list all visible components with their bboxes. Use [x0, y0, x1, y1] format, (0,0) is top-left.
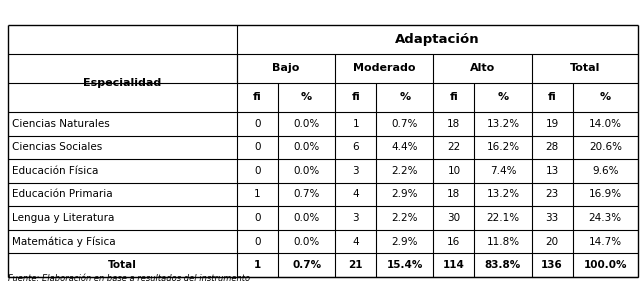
Text: 15.4%: 15.4%: [386, 260, 423, 270]
Text: 16: 16: [448, 237, 460, 247]
Text: 24.3%: 24.3%: [589, 213, 622, 223]
Text: 0: 0: [254, 213, 261, 223]
Text: 19: 19: [545, 119, 559, 129]
Text: 22.1%: 22.1%: [486, 213, 520, 223]
Text: 0.0%: 0.0%: [294, 119, 320, 129]
Text: 10: 10: [448, 166, 460, 176]
Text: 11.8%: 11.8%: [486, 237, 520, 247]
Text: Matemática y Física: Matemática y Física: [12, 236, 116, 247]
Text: 18: 18: [448, 189, 460, 200]
Text: 1: 1: [352, 119, 359, 129]
Text: 0.7%: 0.7%: [392, 119, 418, 129]
Text: %: %: [399, 92, 410, 102]
Text: 28: 28: [545, 142, 559, 152]
Text: Alto: Alto: [470, 64, 495, 73]
Text: 2.2%: 2.2%: [392, 213, 418, 223]
Text: fi: fi: [253, 92, 262, 102]
Text: 4.4%: 4.4%: [392, 142, 418, 152]
Text: 100.0%: 100.0%: [583, 260, 627, 270]
Text: 13: 13: [545, 166, 559, 176]
Text: 1: 1: [254, 189, 261, 200]
Text: 0.0%: 0.0%: [294, 142, 320, 152]
Text: Total: Total: [108, 260, 137, 270]
Text: Lengua y Literatura: Lengua y Literatura: [12, 213, 115, 223]
Text: 136: 136: [541, 260, 563, 270]
Text: %: %: [600, 92, 611, 102]
Text: 2.9%: 2.9%: [392, 189, 418, 200]
Text: 1: 1: [254, 260, 261, 270]
Text: %: %: [497, 92, 509, 102]
Text: 3: 3: [352, 166, 359, 176]
Text: 83.8%: 83.8%: [485, 260, 521, 270]
Text: 33: 33: [545, 213, 559, 223]
Text: 16.2%: 16.2%: [486, 142, 520, 152]
Text: 0.0%: 0.0%: [294, 213, 320, 223]
Text: 20.6%: 20.6%: [589, 142, 621, 152]
Text: 0: 0: [254, 119, 261, 129]
Text: Educación Primaria: Educación Primaria: [12, 189, 113, 200]
Text: 0: 0: [254, 142, 261, 152]
Text: Especialidad: Especialidad: [84, 78, 162, 88]
Text: Ciencias Naturales: Ciencias Naturales: [12, 119, 109, 129]
Text: %: %: [301, 92, 312, 102]
Text: 9.6%: 9.6%: [592, 166, 618, 176]
Text: 2.2%: 2.2%: [392, 166, 418, 176]
Text: 4: 4: [352, 237, 359, 247]
Text: 0.0%: 0.0%: [294, 166, 320, 176]
Text: Fuente: Elaboración en base a resultados del instrumento: Fuente: Elaboración en base a resultados…: [8, 274, 250, 283]
Text: Total: Total: [570, 64, 600, 73]
Text: 23: 23: [545, 189, 559, 200]
Text: Adaptación: Adaptación: [395, 33, 480, 46]
Text: 0: 0: [254, 166, 261, 176]
Text: 7.4%: 7.4%: [489, 166, 516, 176]
Text: 13.2%: 13.2%: [486, 119, 520, 129]
Text: 4: 4: [352, 189, 359, 200]
Text: 21: 21: [348, 260, 363, 270]
Text: Ciencias Sociales: Ciencias Sociales: [12, 142, 102, 152]
Text: 30: 30: [448, 213, 460, 223]
Text: 18: 18: [448, 119, 460, 129]
Text: 0.7%: 0.7%: [292, 260, 321, 270]
Text: 16.9%: 16.9%: [589, 189, 622, 200]
Text: fi: fi: [450, 92, 459, 102]
Text: 114: 114: [443, 260, 465, 270]
Text: Educación Física: Educación Física: [12, 166, 99, 176]
Text: Moderado: Moderado: [353, 64, 415, 73]
Text: 14.7%: 14.7%: [589, 237, 622, 247]
Text: 2.9%: 2.9%: [392, 237, 418, 247]
Text: Bajo: Bajo: [272, 64, 300, 73]
Text: 6: 6: [352, 142, 359, 152]
Text: 13.2%: 13.2%: [486, 189, 520, 200]
Text: 14.0%: 14.0%: [589, 119, 621, 129]
Text: 0.7%: 0.7%: [294, 189, 320, 200]
Text: fi: fi: [547, 92, 556, 102]
Text: 0.0%: 0.0%: [294, 237, 320, 247]
Text: 20: 20: [545, 237, 558, 247]
Text: 3: 3: [352, 213, 359, 223]
Text: 0: 0: [254, 237, 261, 247]
Text: 22: 22: [448, 142, 460, 152]
Text: fi: fi: [352, 92, 360, 102]
